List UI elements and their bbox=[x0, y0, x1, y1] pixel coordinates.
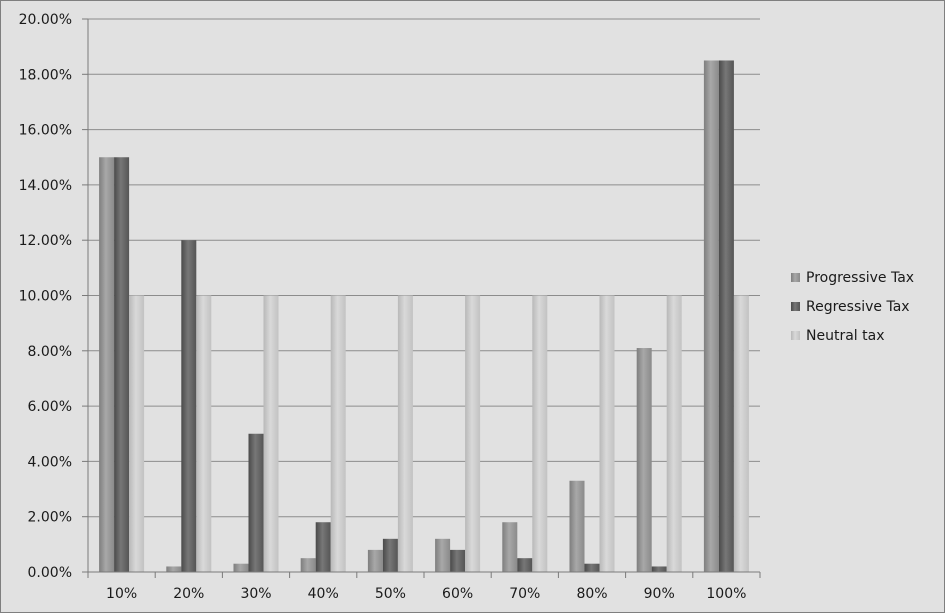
x-axis-tick-labels: 10% 20% 30% 40% 50% 60% 70% 80% 90% 100% bbox=[106, 586, 746, 602]
x-tick-label: 40% bbox=[308, 586, 339, 602]
bar-regressive-tax-10pct bbox=[114, 157, 130, 572]
y-tick-label: 16.00% bbox=[19, 123, 72, 139]
x-tick-label: 100% bbox=[706, 586, 746, 602]
y-tick-label: 4.00% bbox=[28, 454, 72, 470]
y-tick-label: 8.00% bbox=[28, 344, 72, 360]
legend-swatch bbox=[791, 273, 800, 282]
bar-progressive-tax-20pct bbox=[166, 566, 182, 572]
legend: Progressive Tax Regressive Tax Neutral tax bbox=[791, 270, 914, 344]
bar-regressive-tax-60pct bbox=[450, 549, 466, 572]
bar-progressive-tax-40pct bbox=[300, 558, 316, 572]
legend-label: Neutral tax bbox=[806, 328, 884, 344]
bar-regressive-tax-70pct bbox=[517, 558, 533, 572]
legend-swatch bbox=[791, 302, 800, 311]
legend-swatch bbox=[791, 331, 800, 340]
bar-neutral-tax-80pct bbox=[599, 295, 615, 572]
x-tick-label: 50% bbox=[375, 586, 406, 602]
bar-progressive-tax-70pct bbox=[502, 522, 518, 572]
bar-regressive-tax-80pct bbox=[584, 563, 600, 572]
legend-label: Regressive Tax bbox=[806, 299, 910, 315]
bar-neutral-tax-20pct bbox=[196, 295, 212, 572]
y-tick-label: 20.00% bbox=[19, 12, 72, 28]
bar-neutral-tax-60pct bbox=[465, 295, 481, 572]
y-tick-label: 14.00% bbox=[19, 178, 72, 194]
x-tick-label: 80% bbox=[576, 586, 607, 602]
bar-progressive-tax-60pct bbox=[435, 538, 451, 572]
bar-regressive-tax-30pct bbox=[248, 433, 264, 572]
y-axis-tick-labels: 0.00% 2.00% 4.00% 6.00% 8.00% 10.00% 12.00% 14.… bbox=[19, 12, 72, 581]
bar-neutral-tax-10pct bbox=[129, 295, 145, 572]
y-tick-label: 6.00% bbox=[28, 399, 72, 415]
x-tick-label: 90% bbox=[644, 586, 675, 602]
bars bbox=[99, 60, 749, 572]
x-tick-label: 70% bbox=[509, 586, 540, 602]
x-tick-label: 60% bbox=[442, 586, 473, 602]
x-tick-label: 10% bbox=[106, 586, 137, 602]
bar-progressive-tax-80pct bbox=[569, 480, 585, 572]
y-tick-label: 10.00% bbox=[19, 289, 72, 305]
bar-regressive-tax-50pct bbox=[382, 538, 398, 572]
axes bbox=[82, 18, 761, 578]
y-tick-label: 12.00% bbox=[19, 233, 72, 249]
y-tick-label: 2.00% bbox=[28, 510, 72, 526]
bar-neutral-tax-30pct bbox=[263, 295, 279, 572]
bar-progressive-tax-100pct bbox=[703, 60, 719, 572]
bar-neutral-tax-100pct bbox=[733, 295, 749, 572]
bar-progressive-tax-90pct bbox=[636, 348, 652, 572]
bar-neutral-tax-70pct bbox=[532, 295, 548, 572]
bar-neutral-tax-40pct bbox=[330, 295, 346, 572]
x-tick-label: 30% bbox=[240, 586, 271, 602]
bar-regressive-tax-40pct bbox=[315, 522, 331, 572]
bar-progressive-tax-50pct bbox=[367, 549, 383, 572]
y-tick-label: 18.00% bbox=[19, 67, 72, 83]
y-tick-label: 0.00% bbox=[28, 565, 72, 581]
bar-neutral-tax-50pct bbox=[397, 295, 413, 572]
bar-regressive-tax-90pct bbox=[651, 566, 667, 572]
bar-neutral-tax-90pct bbox=[666, 295, 682, 572]
x-tick-label: 20% bbox=[173, 586, 204, 602]
bar-regressive-tax-100pct bbox=[718, 60, 734, 572]
legend-label: Progressive Tax bbox=[806, 270, 914, 286]
bar-progressive-tax-10pct bbox=[99, 157, 115, 572]
bar-progressive-tax-30pct bbox=[233, 563, 249, 572]
bar-regressive-tax-20pct bbox=[181, 240, 197, 572]
